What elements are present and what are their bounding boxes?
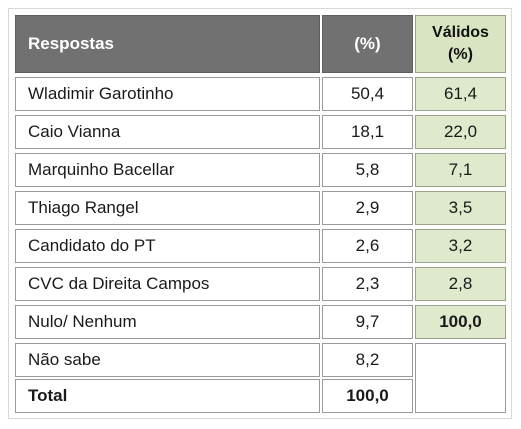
total-percent: 100,0: [322, 379, 413, 413]
total-label: Total: [15, 379, 320, 413]
row-2-name: Caio Vianna: [15, 115, 320, 149]
row-6-name: CVC da Direita Campos: [15, 267, 320, 301]
row-5-percent: 2,6: [322, 229, 413, 263]
row-4-name: Thiago Rangel: [15, 191, 320, 225]
row-1-validos: 61,4: [415, 77, 506, 111]
row-8-name: Não sabe: [15, 343, 320, 377]
row-4-validos: 3,5: [415, 191, 506, 225]
row-7-percent: 9,7: [322, 305, 413, 339]
row-1-name: Wladimir Garotinho: [15, 77, 320, 111]
row-2-validos: 22,0: [415, 115, 506, 149]
validos-total: 100,0: [415, 305, 506, 339]
row-6-validos: 2,8: [415, 267, 506, 301]
row-8-percent: 8,2: [322, 343, 413, 377]
row-5-name: Candidato do PT: [15, 229, 320, 263]
row-7-name: Nulo/ Nenhum: [15, 305, 320, 339]
header-validos-label: Válidos: [432, 24, 489, 41]
row-5-validos: 3,2: [415, 229, 506, 263]
row-3-percent: 5,8: [322, 153, 413, 187]
results-table: Respostas (%) Válidos (%) Wladimir Garot…: [8, 8, 512, 419]
validos-empty-cell: [415, 343, 506, 413]
header-validos-unit: (%): [448, 46, 473, 63]
row-1-percent: 50,4: [322, 77, 413, 111]
row-4-percent: 2,9: [322, 191, 413, 225]
row-2-percent: 18,1: [322, 115, 413, 149]
header-respostas: Respostas: [15, 15, 320, 73]
row-6-percent: 2,3: [322, 267, 413, 301]
row-3-name: Marquinho Bacellar: [15, 153, 320, 187]
row-3-validos: 7,1: [415, 153, 506, 187]
header-percent: (%): [322, 15, 413, 73]
header-validos: Válidos (%): [415, 15, 506, 73]
